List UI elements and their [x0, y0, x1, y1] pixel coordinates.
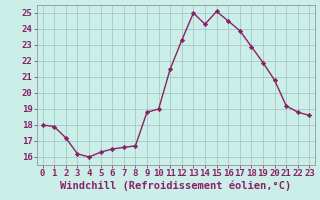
X-axis label: Windchill (Refroidissement éolien,°C): Windchill (Refroidissement éolien,°C)	[60, 181, 292, 191]
